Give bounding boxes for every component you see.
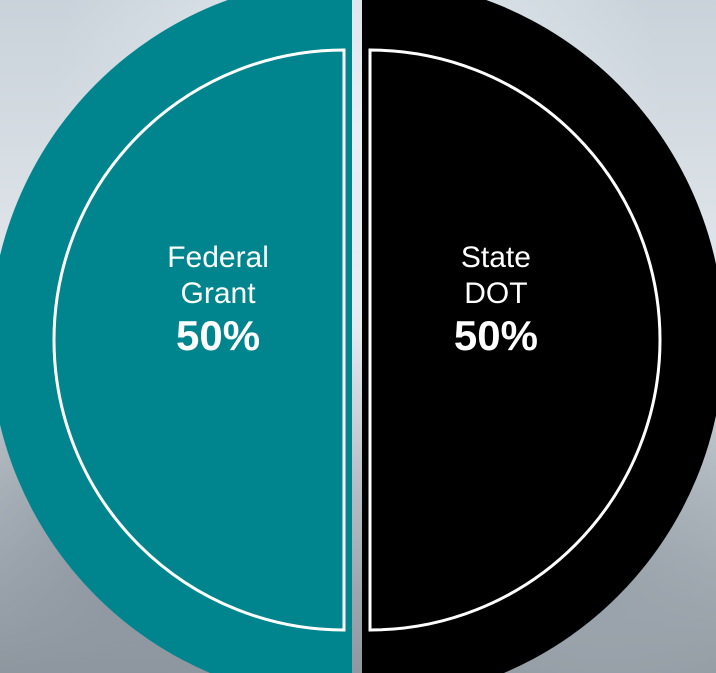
slice-label: Federal Grant [158,240,278,312]
slice-value-label: 50% [158,312,278,360]
slice-value-label: 50% [436,312,556,360]
slice-label: State DOT [436,240,556,312]
chart: Federal Grant50%State DOT50% [0,0,716,673]
pie-chart [0,0,716,673]
